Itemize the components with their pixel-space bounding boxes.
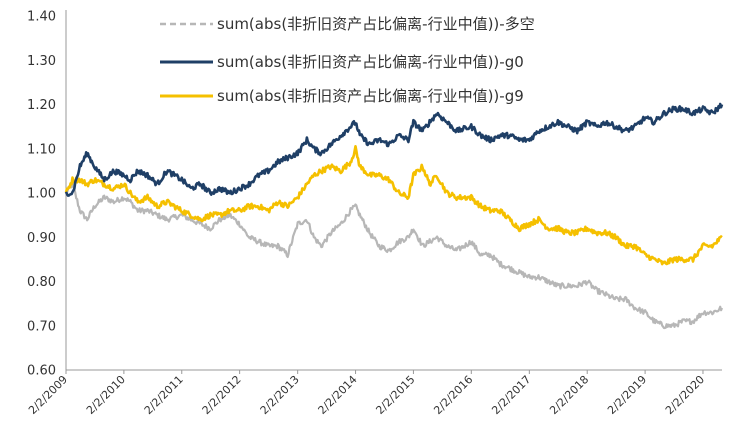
series-layer	[64, 102, 724, 330]
series-line-g0	[64, 102, 724, 197]
x-tick-label: 2/2/2018	[547, 373, 591, 417]
x-tick-label: 2/2/2010	[84, 373, 128, 417]
y-tick-label: 1.00	[27, 187, 56, 202]
legend-label: sum(abs(非折旧资产占比偏离-行业中值))-多空	[217, 15, 535, 33]
series-line-g9	[64, 145, 723, 266]
y-tick-label: 1.10	[27, 142, 56, 157]
y-tick-label: 1.20	[27, 98, 56, 113]
x-tick-label: 2/2/2012	[200, 373, 244, 417]
x-tick-label: 2/2/2019	[605, 373, 649, 417]
x-tick-label: 2/2/2017	[489, 373, 533, 417]
legend-label: sum(abs(非折旧资产占比偏离-行业中值))-g0	[217, 53, 524, 71]
y-tick-label: 1.30	[27, 54, 56, 69]
x-tick-label: 2/2/2020	[663, 373, 707, 417]
y-tick-label: 0.90	[27, 231, 56, 246]
y-tick-label: 0.60	[27, 364, 56, 379]
x-tick-label: 2/2/2015	[373, 373, 417, 417]
x-tick-label: 2/2/2016	[431, 373, 475, 417]
x-tick-label: 2/2/2014	[316, 373, 360, 417]
y-tick-label: 1.40	[27, 10, 56, 25]
x-tick-label: 2/2/2011	[142, 373, 186, 417]
x-tick-label: 2/2/2009	[26, 373, 70, 417]
legend: sum(abs(非折旧资产占比偏离-行业中值))-多空 sum(abs(非折旧资产…	[160, 15, 535, 105]
x-tick-label: 2/2/2013	[258, 373, 302, 417]
series-line-long-short	[65, 181, 724, 330]
y-tick-label: 0.80	[27, 275, 56, 290]
y-tick-label: 0.70	[27, 319, 56, 334]
x-axis-ticks: 2/2/2009 2/2/2010 2/2/2011 2/2/2012 2/2/2013…	[26, 370, 707, 417]
legend-label: sum(abs(非折旧资产占比偏离-行业中值))-g9	[217, 87, 524, 105]
y-axis-ticks: 0.60 0.70 0.80 0.90 1.00 1.10 1.20 1.30 1.40	[27, 10, 56, 379]
